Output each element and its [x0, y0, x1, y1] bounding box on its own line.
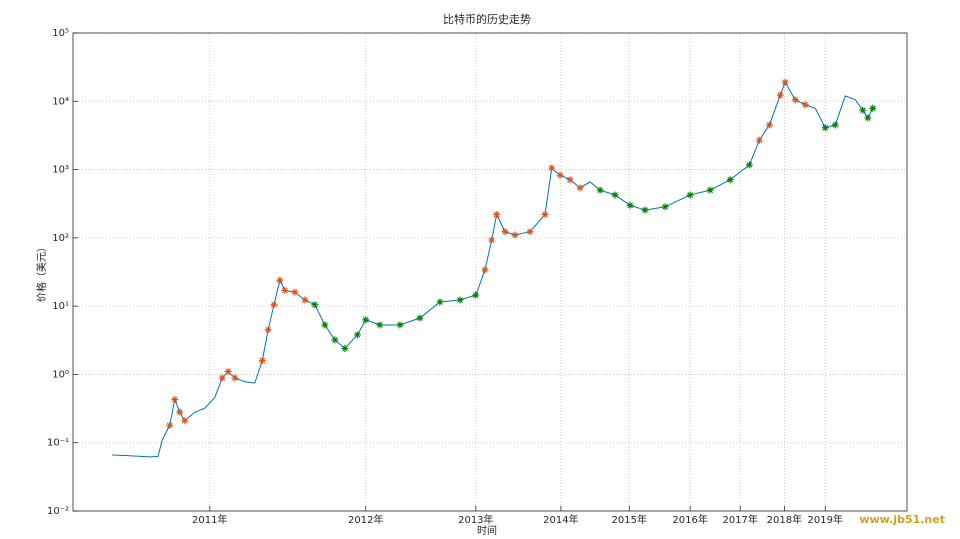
y-tick-label: 10¹	[52, 301, 69, 312]
star-marker	[626, 201, 634, 209]
x-tick-label: 2017年	[722, 513, 757, 526]
star-marker	[341, 344, 349, 352]
star-marker	[706, 186, 714, 194]
x-tick-label: 2013年	[458, 513, 493, 526]
plot-area	[73, 33, 907, 511]
x-tick-label: 2019年	[808, 513, 843, 526]
y-axis-label: 价格（美元）	[35, 242, 48, 302]
star-marker	[264, 326, 272, 334]
star-marker	[416, 314, 424, 322]
star-marker	[726, 176, 734, 184]
star-marker	[481, 266, 489, 274]
star-marker	[859, 106, 867, 114]
star-marker	[376, 321, 384, 329]
star-marker	[821, 124, 829, 132]
star-marker	[396, 321, 404, 329]
star-marker	[576, 184, 584, 192]
x-tick-label: 2012年	[348, 513, 383, 526]
star-marker	[511, 231, 519, 239]
x-axis-label: 时间	[477, 524, 497, 537]
star-marker	[541, 210, 549, 218]
star-marker	[791, 96, 799, 104]
star-marker	[869, 104, 877, 112]
star-marker	[321, 321, 329, 329]
star-marker	[526, 228, 534, 236]
star-marker	[781, 78, 789, 86]
star-marker	[686, 191, 694, 199]
star-marker	[291, 288, 299, 296]
star-marker	[176, 408, 184, 416]
star-marker	[311, 301, 319, 309]
y-tick-label: 10²	[52, 233, 69, 244]
star-marker	[353, 331, 361, 339]
x-tick-label: 2015年	[612, 513, 647, 526]
star-marker	[456, 296, 464, 304]
x-tick-label: 2018年	[767, 513, 802, 526]
star-marker	[596, 186, 604, 194]
star-marker	[276, 276, 284, 284]
star-marker	[755, 136, 763, 144]
star-marker	[864, 114, 872, 122]
star-marker	[501, 228, 509, 236]
y-tick-label: 10⁰	[52, 369, 69, 380]
star-marker	[218, 374, 226, 382]
star-marker	[181, 417, 189, 425]
star-marker	[765, 121, 773, 129]
star-marker	[281, 286, 289, 294]
star-marker	[258, 356, 266, 364]
star-marker	[556, 171, 564, 179]
star-marker	[472, 291, 480, 299]
star-marker	[566, 176, 574, 184]
watermark: www.jb51.net	[859, 513, 945, 526]
axes-box	[72, 32, 908, 512]
star-marker	[831, 121, 839, 129]
star-marker	[166, 421, 174, 429]
y-tick-label: 10⁻¹	[47, 438, 69, 449]
x-tick-label: 2016年	[672, 513, 707, 526]
star-marker	[661, 203, 669, 211]
star-marker	[801, 101, 809, 109]
star-marker	[488, 236, 496, 244]
star-marker	[436, 298, 444, 306]
y-tick-label: 10⁵	[52, 28, 69, 39]
y-tick-label: 10³	[52, 165, 69, 176]
star-marker	[231, 374, 239, 382]
star-marker	[331, 336, 339, 344]
star-marker	[641, 206, 649, 214]
star-marker	[548, 164, 556, 172]
star-marker	[171, 395, 179, 403]
star-marker	[493, 210, 501, 218]
chart-title: 比特币的历史走势	[443, 12, 531, 26]
star-marker	[745, 161, 753, 169]
star-marker	[776, 91, 784, 99]
x-tick-label: 2014年	[543, 513, 578, 526]
star-marker	[270, 301, 278, 309]
x-tick-label: 2011年	[192, 513, 227, 526]
star-marker	[224, 368, 232, 376]
y-tick-label: 10⁻²	[47, 506, 69, 517]
star-marker	[301, 296, 309, 304]
star-marker	[611, 191, 619, 199]
star-marker	[362, 316, 370, 324]
y-tick-label: 10⁴	[52, 96, 69, 107]
